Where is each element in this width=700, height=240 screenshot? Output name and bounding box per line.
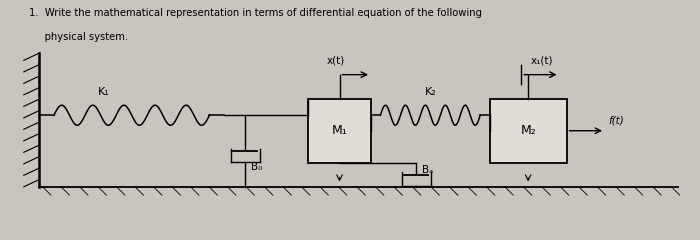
Text: M₁: M₁: [332, 124, 347, 137]
Text: physical system.: physical system.: [29, 32, 128, 42]
Text: K₂: K₂: [424, 87, 436, 97]
Text: x(t): x(t): [327, 55, 345, 65]
Text: x₁(t): x₁(t): [531, 55, 554, 65]
Bar: [490, 99, 566, 163]
Bar: [308, 99, 371, 163]
Text: K₁: K₁: [98, 87, 110, 97]
Text: M₂: M₂: [520, 124, 536, 137]
Text: 1.  Write the mathematical representation in terms of differential equation of t: 1. Write the mathematical representation…: [29, 8, 482, 18]
Text: Bₐ: Bₐ: [422, 165, 433, 175]
Text: B₀: B₀: [251, 162, 262, 173]
Text: f(t): f(t): [608, 116, 624, 126]
